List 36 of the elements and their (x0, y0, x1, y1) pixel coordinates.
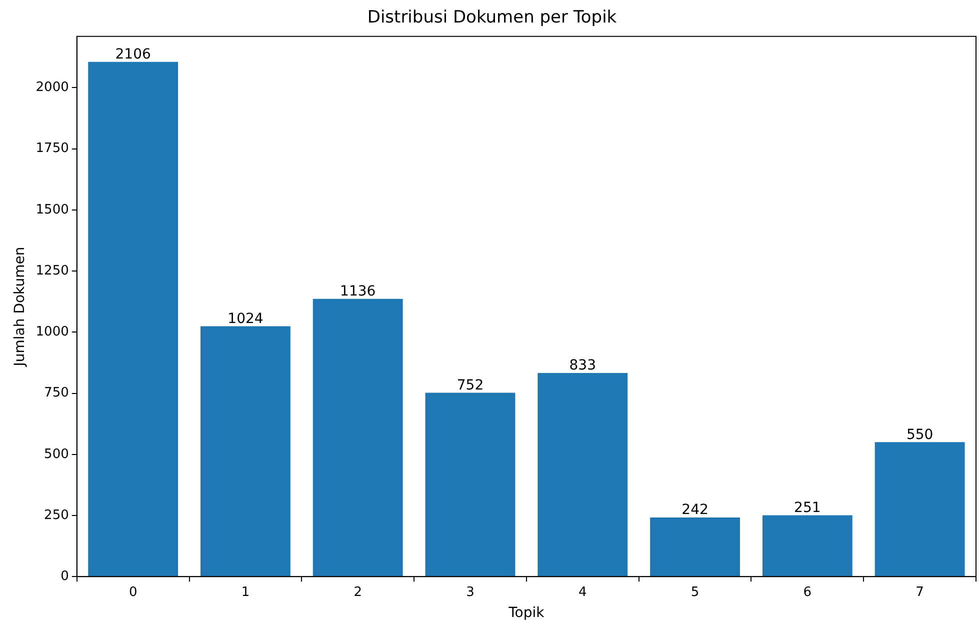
data-label: 1136 (340, 284, 376, 300)
y-tick-label: 250 (44, 508, 69, 523)
y-tick-label: 0 (60, 568, 69, 584)
x-tick-label: 6 (803, 584, 812, 600)
x-tick-label: 3 (466, 584, 474, 600)
data-label: 251 (794, 500, 821, 516)
y-tick-label: 1750 (36, 141, 69, 156)
bar (88, 62, 178, 576)
bar (538, 372, 628, 576)
bar (425, 392, 516, 576)
data-label: 833 (569, 358, 596, 374)
bar (200, 326, 290, 576)
bar (312, 298, 403, 576)
x-tick-label: 5 (690, 584, 700, 600)
y-tick-label: 1000 (36, 324, 69, 340)
data-label: 752 (456, 377, 484, 394)
bar (762, 515, 852, 576)
x-tick-label: 0 (128, 584, 138, 600)
data-label: 242 (682, 502, 708, 518)
chart-title: Distribusi Dokumen per Topik (367, 8, 617, 28)
x-tick-label: 2 (354, 584, 362, 600)
x-axis-title: Topik (508, 605, 546, 622)
y-tick-label: 1500 (36, 202, 69, 218)
data-label: 2106 (115, 46, 151, 62)
x-tick-label: 4 (578, 584, 587, 600)
bar (650, 517, 740, 576)
y-tick-label: 1250 (36, 263, 69, 278)
x-tick-label: 7 (916, 584, 924, 600)
x-tick-label: 1 (241, 584, 250, 600)
y-axis-title: Jumlah Dokumen (12, 246, 28, 368)
y-tick-label: 500 (44, 446, 69, 462)
y-tick-label: 2000 (36, 80, 69, 96)
y-tick-label: 750 (44, 386, 69, 401)
data-label: 550 (906, 426, 934, 443)
bar (874, 442, 965, 576)
data-label: 1024 (228, 310, 264, 327)
